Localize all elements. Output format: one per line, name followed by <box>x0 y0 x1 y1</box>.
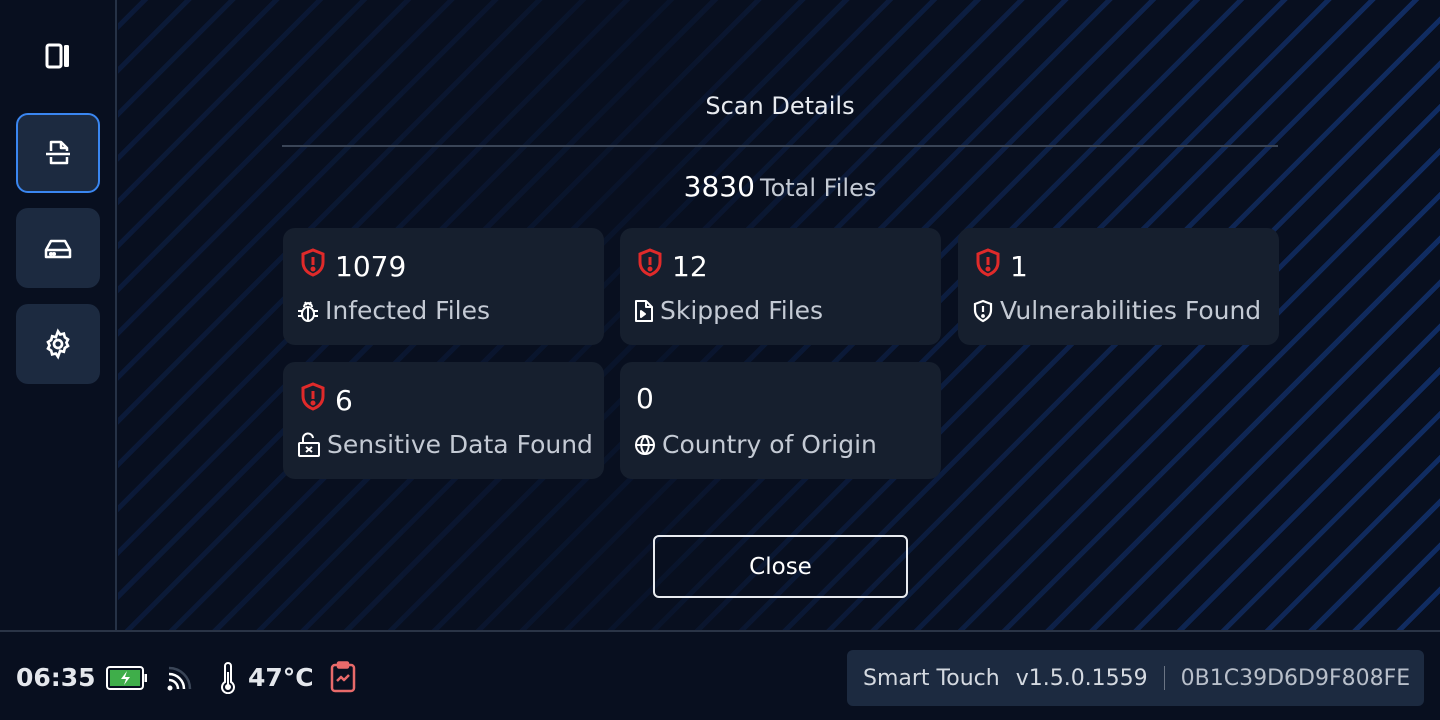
alert-shield-icon <box>299 382 327 419</box>
stat-value-row: 0 <box>636 382 654 415</box>
sidebar-item-scan[interactable] <box>16 113 100 193</box>
file-skip-icon <box>634 299 654 323</box>
stat-value: 1 <box>1010 250 1028 283</box>
globe-icon <box>634 434 656 456</box>
device-info: Smart Touch v1.5.0.1559 0B1C39D6D9F808FE <box>847 650 1424 706</box>
device-id: 0B1C39D6D9F808FE <box>1180 665 1411 691</box>
app-version: v1.5.0.1559 <box>1015 665 1148 691</box>
stat-card: 0 Country of Origin <box>620 362 941 479</box>
app-name: Smart Touch <box>863 665 1000 691</box>
battery-charging-icon <box>106 666 147 690</box>
status-bar: 06:35 47°C Smart Touch v1.5.0.1559 0B1C3… <box>0 630 1440 720</box>
stat-card: 12 Skipped Files <box>620 228 941 345</box>
stat-label-row: Country of Origin <box>634 430 877 459</box>
sidebar <box>0 0 117 630</box>
stat-value: 12 <box>672 250 708 283</box>
stat-value-row: 12 <box>636 248 708 285</box>
stat-card: 6 Sensitive Data Found <box>283 362 604 479</box>
total-files-value: 3830 <box>683 170 755 203</box>
close-button[interactable]: Close <box>653 535 908 598</box>
thermometer-icon <box>221 662 235 694</box>
gear-icon <box>46 328 70 360</box>
report-icon[interactable] <box>330 661 356 693</box>
bug-icon <box>297 299 319 323</box>
divider <box>282 145 1278 147</box>
alert-shield-icon <box>299 248 327 285</box>
stat-value: 6 <box>335 384 353 417</box>
separator <box>1163 666 1165 690</box>
total-files-label: Total Files <box>760 174 877 202</box>
stat-label-row: Infected Files <box>297 296 490 325</box>
alert-shield-icon <box>636 248 664 285</box>
file-scan-icon <box>46 140 70 165</box>
stat-label-row: Sensitive Data Found <box>297 430 593 459</box>
stat-label-row: Skipped Files <box>634 296 823 325</box>
wifi-signal-icon <box>167 666 192 691</box>
stat-label-row: Vulnerabilities Found <box>972 296 1261 325</box>
clock: 06:35 <box>16 663 96 692</box>
sidebar-toggle-icon[interactable] <box>44 42 72 70</box>
alert-shield-icon <box>974 248 1002 285</box>
stat-label: Vulnerabilities Found <box>1000 296 1262 325</box>
shield-alert-icon <box>972 299 994 323</box>
stat-value-row: 1079 <box>299 248 406 285</box>
sidebar-item-settings[interactable] <box>16 304 100 384</box>
sidebar-item-drives[interactable] <box>16 208 100 288</box>
total-files: 3830 Total Files <box>282 170 1278 203</box>
unlocked-x-icon <box>297 431 321 458</box>
dialog-title: Scan Details <box>705 92 855 120</box>
stat-label: Sensitive Data Found <box>327 430 593 459</box>
temperature: 47°C <box>248 663 314 692</box>
stat-label: Skipped Files <box>660 296 824 325</box>
stat-card: 1 Vulnerabilities Found <box>958 228 1279 345</box>
stat-value: 1079 <box>335 250 407 283</box>
stat-label: Country of Origin <box>662 430 877 459</box>
stat-label: Infected Files <box>325 296 491 325</box>
drive-icon <box>44 239 72 259</box>
stat-card: 1079 Infected Files <box>283 228 604 345</box>
stat-value-row: 6 <box>299 382 353 419</box>
stat-value-row: 1 <box>974 248 1028 285</box>
stat-value: 0 <box>636 382 654 415</box>
